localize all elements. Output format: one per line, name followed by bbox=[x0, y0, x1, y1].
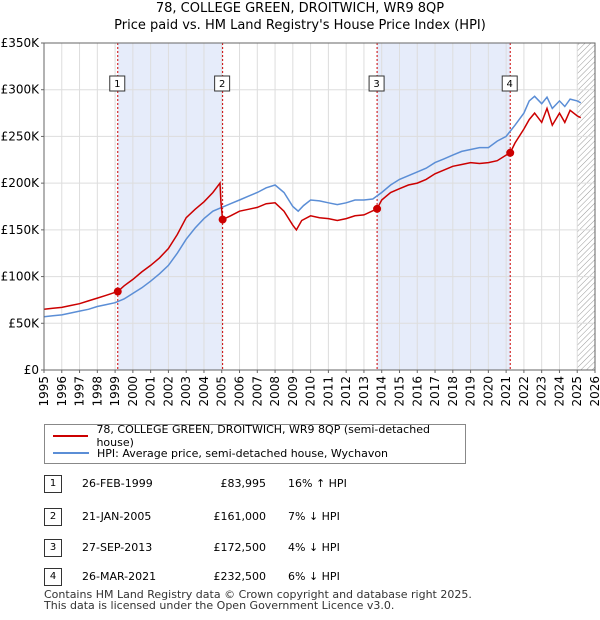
transaction-marker-box bbox=[109, 75, 126, 92]
transaction-price: £83,995 bbox=[220, 477, 267, 490]
x-tick-label: 2013 bbox=[357, 376, 371, 407]
transaction-price: £161,000 bbox=[213, 510, 267, 523]
transaction-row: 3 27-SEP-2013 £172,500 4% ↓ HPI bbox=[44, 537, 464, 559]
transaction-point bbox=[113, 287, 122, 296]
x-tick-label: 2005 bbox=[215, 376, 229, 407]
transaction-row: 4 26-MAR-2021 £232,500 6% ↓ HPI bbox=[44, 566, 464, 588]
x-tick-label: 2003 bbox=[179, 376, 193, 407]
transaction-date: 26-FEB-1999 bbox=[82, 477, 153, 490]
transaction-marker-box bbox=[368, 75, 385, 92]
transaction-marker-label: 4 bbox=[507, 79, 513, 90]
transaction-price: £232,500 bbox=[213, 570, 267, 583]
x-tick-label: 2020 bbox=[481, 376, 495, 407]
transaction-point bbox=[373, 204, 382, 213]
x-tick-label: 2017 bbox=[428, 376, 442, 407]
x-tick-label: 2008 bbox=[268, 376, 282, 407]
transaction-number: 2 bbox=[44, 508, 62, 526]
transaction-marker-label: 1 bbox=[114, 79, 120, 90]
x-tick-label: 2018 bbox=[446, 376, 460, 407]
footer: Contains HM Land Registry data © Crown c… bbox=[44, 589, 472, 611]
x-tick-label: 2012 bbox=[339, 376, 353, 407]
transaction-hpi-diff: 4% ↓ HPI bbox=[288, 541, 340, 554]
x-tick-label: 2006 bbox=[233, 376, 247, 407]
x-tick-label: 2022 bbox=[517, 376, 531, 407]
transaction-marker-label: 2 bbox=[219, 79, 225, 90]
transaction-hpi-diff: 7% ↓ HPI bbox=[288, 510, 340, 523]
x-tick-label: 2021 bbox=[499, 376, 513, 407]
forecast-hatch bbox=[577, 43, 595, 370]
x-tick-label: 2002 bbox=[161, 376, 175, 407]
shaded-period bbox=[117, 43, 223, 370]
transaction-hpi-diff: 16% ↑ HPI bbox=[288, 477, 347, 490]
x-tick-label: 2007 bbox=[250, 376, 264, 407]
plot-frame bbox=[43, 42, 596, 371]
y-tick-label: £250K bbox=[1, 129, 41, 143]
legend-swatch-property bbox=[53, 435, 89, 437]
x-tick-label: 2001 bbox=[144, 376, 158, 407]
x-tick-label: 2026 bbox=[588, 376, 600, 407]
transaction-marker-box bbox=[214, 75, 231, 92]
legend-label-property: 78, COLLEGE GREEN, DROITWICH, WR9 8QP (s… bbox=[96, 423, 430, 449]
y-tick-label: £50K bbox=[8, 316, 40, 330]
x-tick-label: 2000 bbox=[126, 376, 140, 407]
y-tick-label: £300K bbox=[1, 83, 41, 97]
legend-item-property: 78, COLLEGE GREEN, DROITWICH, WR9 8QP (s… bbox=[53, 423, 465, 449]
legend: 78, COLLEGE GREEN, DROITWICH, WR9 8QP (s… bbox=[44, 423, 466, 464]
legend-label-hpi: HPI: Average price, semi-detached house,… bbox=[97, 446, 389, 460]
x-tick-label: 2010 bbox=[304, 376, 318, 407]
hpi-line bbox=[43, 95, 582, 318]
x-tick-label: 2024 bbox=[552, 376, 566, 407]
x-tick-label: 2016 bbox=[410, 376, 424, 407]
x-tick-label: 2019 bbox=[464, 376, 478, 407]
chart-title: 78, COLLEGE GREEN, DROITWICH, WR9 8QP bbox=[155, 1, 445, 16]
x-tick-label: 2023 bbox=[535, 376, 549, 407]
x-tick-label: 2011 bbox=[321, 376, 335, 407]
y-tick-label: £350K bbox=[1, 36, 41, 50]
transaction-point bbox=[506, 148, 515, 157]
transaction-date: 27-SEP-2013 bbox=[82, 541, 153, 554]
transaction-number: 4 bbox=[44, 568, 62, 586]
transaction-date: 26-MAR-2021 bbox=[82, 570, 157, 583]
property-price-line bbox=[43, 106, 582, 311]
transaction-number: 1 bbox=[44, 475, 62, 493]
transaction-marker-box bbox=[501, 75, 518, 92]
transaction-number: 3 bbox=[44, 539, 62, 557]
footer-licence: This data is licensed under the Open Gov… bbox=[44, 599, 395, 612]
y-tick-label: £100K bbox=[1, 270, 41, 284]
legend-swatch-hpi bbox=[53, 452, 89, 454]
y-tick-label: £150K bbox=[1, 223, 41, 237]
x-tick-label: 2015 bbox=[392, 376, 406, 407]
transaction-row: 1 26-FEB-1999 £83,995 16% ↑ HPI bbox=[44, 473, 464, 495]
x-tick-label: 1998 bbox=[90, 376, 104, 407]
legend-item-hpi: HPI: Average price, semi-detached house,… bbox=[53, 445, 388, 461]
y-tick-label: £0 bbox=[24, 363, 39, 377]
x-tick-label: 1995 bbox=[37, 376, 51, 407]
footer-copyright: Contains HM Land Registry data © Crown c… bbox=[44, 588, 472, 601]
transaction-date: 21-JAN-2005 bbox=[82, 510, 152, 523]
shaded-period bbox=[377, 43, 511, 370]
transaction-row: 2 21-JAN-2005 £161,000 7% ↓ HPI bbox=[44, 506, 464, 528]
x-tick-label: 2025 bbox=[570, 376, 584, 407]
x-tick-label: 2014 bbox=[375, 376, 389, 407]
transaction-hpi-diff: 6% ↓ HPI bbox=[288, 570, 340, 583]
chart-subtitle: Price paid vs. HM Land Registry's House … bbox=[114, 18, 486, 33]
y-tick-label: £200K bbox=[1, 176, 41, 190]
x-tick-label: 1996 bbox=[55, 376, 69, 407]
price-chart: 1 2 3 4 £0 £50K £100K £150K £200K £250K £300K £350K… bbox=[1, 36, 600, 407]
x-tick-label: 2004 bbox=[197, 376, 211, 407]
x-tick-label: 1999 bbox=[108, 376, 122, 407]
x-tick-label: 1997 bbox=[73, 376, 87, 407]
transaction-price: £172,500 bbox=[213, 541, 267, 554]
x-tick-label: 2009 bbox=[286, 376, 300, 407]
transaction-marker-label: 3 bbox=[373, 79, 379, 90]
transaction-point bbox=[218, 215, 227, 224]
